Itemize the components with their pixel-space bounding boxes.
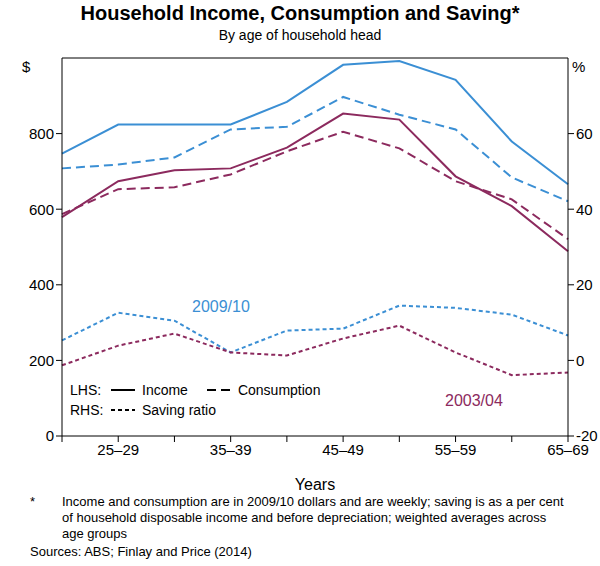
svg-text:55–59: 55–59: [435, 441, 477, 458]
html-text:Sources: ABS; Finlay and Price: Sources: ABS; Finlay and Price (2014): [30, 544, 252, 559]
svg-text:0: 0: [576, 352, 584, 369]
html-text:Saving ratio: Saving ratio: [142, 402, 216, 418]
svg-text:0: 0: [46, 427, 54, 444]
html-text:By age of household head: By age of household head: [218, 27, 382, 43]
svg-text:45–49: 45–49: [322, 441, 364, 458]
svg-text:40: 40: [576, 201, 592, 218]
svg-text:35–39: 35–39: [210, 441, 252, 458]
svg-text:Years: Years: [295, 476, 335, 492]
svg-text:800: 800: [29, 125, 54, 142]
html-text:Income: Income: [142, 382, 188, 398]
svg-text:-20: -20: [576, 427, 592, 444]
html-text:LHS:: LHS:: [70, 382, 102, 398]
svg-text:20: 20: [576, 276, 592, 293]
html-text:Income and consumption are in: Income and consumption are in 2009/10 do…: [62, 494, 564, 541]
html-text:Consumption: Consumption: [237, 382, 321, 398]
svg-text:400: 400: [29, 276, 54, 293]
svg-text:200: 200: [29, 352, 54, 369]
svg-text:25–29: 25–29: [97, 441, 139, 458]
html-text:Household Income, Consumption: Household Income, Consumption and Saving…: [80, 2, 520, 24]
html-text:2003/04: 2003/04: [445, 392, 503, 409]
svg-text:65–69: 65–69: [547, 440, 589, 458]
html-text:2009/10: 2009/10: [192, 298, 250, 315]
html-text:RHS:: RHS:: [70, 402, 104, 418]
svg-text:60: 60: [576, 125, 592, 142]
svg-text:600: 600: [29, 201, 54, 218]
